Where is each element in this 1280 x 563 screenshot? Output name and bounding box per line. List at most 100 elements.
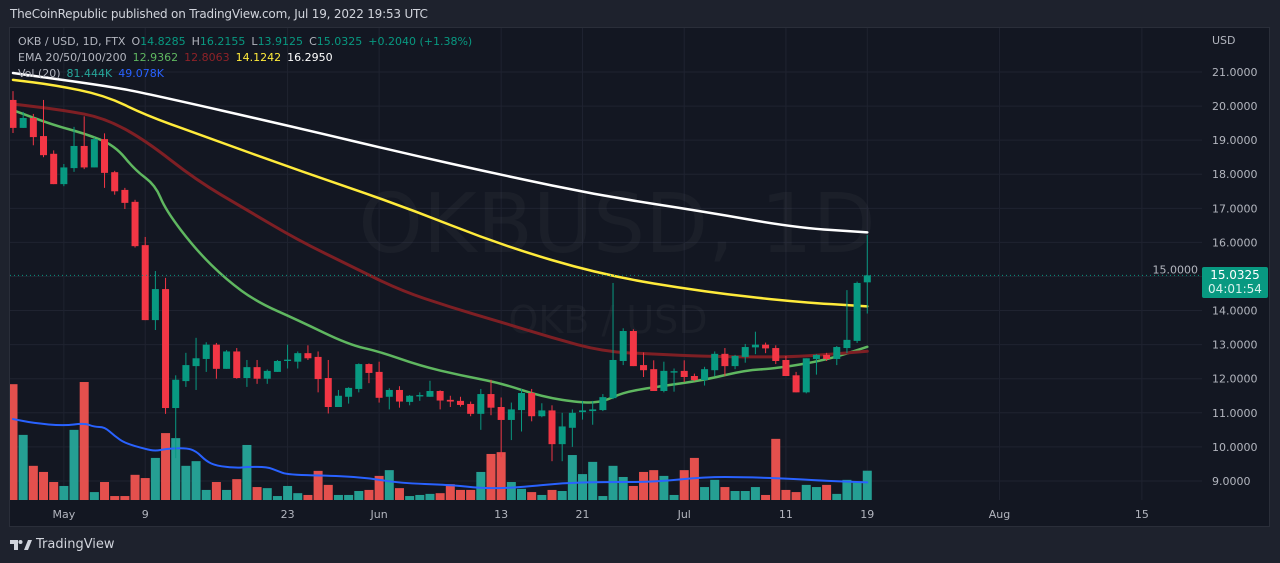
legend-vol-label[interactable]: Vol (20)	[18, 67, 61, 80]
candle	[640, 352, 648, 378]
candle-body	[162, 289, 170, 409]
candle-body	[731, 355, 739, 367]
volume-bar	[18, 434, 28, 500]
legend-ema-label[interactable]: EMA 20/50/100/200	[18, 51, 127, 64]
candle-body	[253, 367, 261, 379]
candle	[294, 351, 302, 369]
price-axis[interactable]: 21.0000 20.0000 19.0000 18.0000 17.0000 16.00…	[1153, 34, 1258, 488]
volume-bar	[710, 479, 720, 500]
candle-body	[792, 375, 800, 393]
volume-bar	[272, 496, 282, 500]
legend-symbol[interactable]: OKB / USD, 1D, FTX	[18, 35, 126, 48]
price-tick-label: 12.0000	[1212, 373, 1258, 386]
candle-body	[60, 167, 68, 185]
legend-close: 15.0325	[316, 35, 363, 48]
grid	[10, 28, 1202, 500]
volume-bar	[181, 465, 191, 500]
candle	[609, 282, 617, 400]
time-tick-label: May	[52, 508, 75, 521]
candle-body	[619, 331, 627, 361]
time-axis[interactable]: May 9 23 Jun 13 21 Jul 11 19 Aug 15	[52, 508, 1148, 521]
candle-body	[579, 410, 587, 413]
candle-body	[294, 353, 302, 362]
candle-body	[385, 389, 393, 397]
volume-bar	[293, 493, 303, 500]
candle-body	[416, 395, 424, 397]
tradingview-logo[interactable]: TradingView	[10, 537, 115, 552]
candle-body	[528, 393, 536, 417]
candle-body	[802, 358, 810, 393]
candle	[304, 345, 312, 360]
candle	[314, 351, 322, 393]
candle	[833, 346, 841, 366]
candle-body	[192, 358, 200, 367]
candle-body	[863, 275, 871, 283]
candle	[385, 388, 393, 410]
candle-body	[558, 426, 566, 445]
candle-body	[548, 410, 556, 445]
price-tick-label: 10.0000	[1212, 441, 1258, 454]
candle	[182, 352, 190, 387]
volume-bar	[313, 470, 323, 500]
volume-bar	[832, 493, 842, 500]
volume-bars	[10, 382, 872, 500]
price-tick-label: 15.0000	[1153, 263, 1199, 276]
volume-bar	[750, 487, 760, 500]
candle-body	[365, 364, 373, 373]
candle-body	[751, 344, 759, 348]
time-tick-label: 19	[860, 508, 874, 521]
candle	[10, 91, 17, 134]
candle-body	[843, 339, 851, 349]
candle	[660, 361, 668, 393]
price-tick-label: 17.0000	[1212, 202, 1258, 215]
candle	[426, 380, 434, 397]
candle	[284, 344, 292, 369]
volume-bar	[822, 484, 832, 500]
candle-body	[29, 118, 37, 138]
candle	[823, 352, 831, 361]
candle	[599, 394, 607, 412]
volume-bar	[537, 494, 547, 500]
candle-body	[701, 369, 709, 381]
candle-body	[772, 348, 780, 361]
candle	[131, 199, 139, 248]
volume-bar	[700, 487, 710, 500]
candle-body	[284, 359, 292, 361]
candle	[741, 343, 749, 363]
candle-body	[202, 344, 210, 359]
volume-bar	[781, 489, 791, 500]
volume-bar	[720, 487, 730, 500]
volume-bar	[628, 485, 638, 500]
legend-vol-ma: 49.078K	[118, 67, 164, 80]
candle-body	[243, 367, 251, 379]
candle-body	[823, 354, 831, 359]
candle-body	[375, 371, 383, 398]
last-price-tag: 15.0325 04:01:54	[1202, 267, 1268, 298]
candle	[60, 164, 68, 187]
volume-bar	[811, 487, 821, 500]
candle	[751, 331, 759, 355]
volume-bar	[649, 470, 659, 500]
candle-body	[660, 370, 668, 391]
volume-bar	[171, 438, 181, 500]
candle	[40, 99, 48, 158]
candle	[375, 361, 383, 403]
legend-ema: EMA 20/50/100/200 12.9362 12.8063 14.1242 16…	[18, 51, 339, 64]
candle-body	[90, 139, 98, 168]
price-tick-label: 9.0000	[1212, 475, 1251, 488]
volume-bar	[740, 491, 750, 500]
candle	[121, 187, 129, 210]
last-price-value: 15.0325	[1210, 268, 1260, 282]
legend-ema50: 12.8063	[184, 51, 230, 64]
candle-body	[436, 390, 444, 401]
ema200-line	[11, 71, 869, 234]
volume-bar	[110, 496, 120, 500]
price-tick-label: 20.0000	[1212, 100, 1258, 113]
volume-bar	[415, 494, 425, 500]
candle	[406, 395, 414, 406]
volume-bar	[842, 479, 852, 500]
volume-bar	[506, 482, 516, 500]
candle-body	[324, 378, 332, 408]
candle	[365, 363, 373, 384]
